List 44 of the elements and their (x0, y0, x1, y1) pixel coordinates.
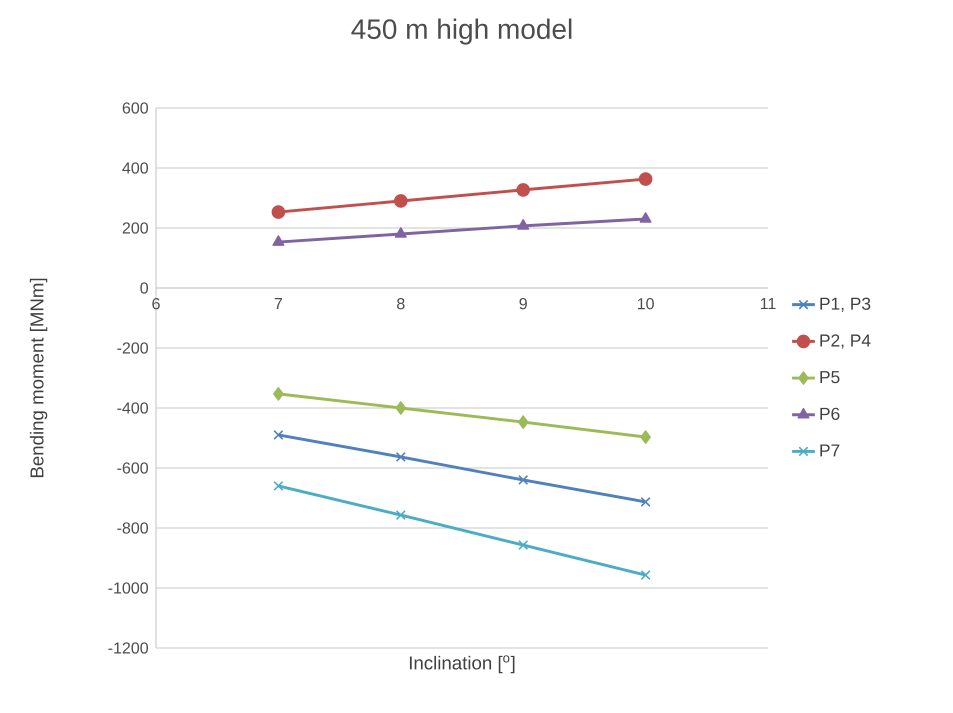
y-tick-label: -400 (117, 402, 148, 414)
legend-label: P5 (820, 371, 840, 384)
point (396, 401, 406, 415)
point (273, 480, 284, 492)
point (518, 474, 528, 486)
x-tick-label: 7 (274, 298, 282, 310)
legend-label: P6 (820, 408, 840, 420)
y-tick-label: -1000 (108, 582, 148, 594)
point (640, 570, 651, 580)
y-tick-label: -600 (117, 462, 148, 474)
x-tick-label: 6 (152, 298, 160, 310)
point (640, 430, 651, 444)
y-tick-label: 0 (140, 282, 148, 294)
y-tick-label: -200 (117, 342, 148, 354)
point (273, 430, 284, 440)
x-axis-title: Inclination [$^{o}$] (410, 655, 514, 674)
point (273, 387, 284, 401)
x-tick-label: 10 (638, 298, 654, 310)
point (272, 205, 286, 219)
point (396, 510, 406, 520)
y-tick-label: -800 (117, 522, 148, 534)
legend-label: P7 (820, 444, 840, 456)
y-tick-label: -1200 (108, 642, 148, 654)
point (396, 452, 406, 462)
point (394, 227, 407, 238)
x-tick-label: 8 (397, 298, 405, 310)
point (638, 172, 652, 186)
point (518, 540, 528, 550)
point (272, 235, 284, 246)
chart-title: 450 m high model (351, 18, 572, 45)
legend-label: P2, P4 (820, 334, 871, 349)
point (517, 219, 530, 230)
y-tick-label: 600 (122, 102, 148, 114)
point (640, 212, 652, 223)
x-tick-label: 11 (760, 298, 776, 310)
y-axis-title: Bending moment [MNm] (30, 278, 48, 478)
x-tick-label: 9 (520, 298, 527, 310)
point (518, 415, 529, 429)
point (516, 183, 530, 197)
point (394, 194, 408, 208)
legend-label: P1, P3 (820, 298, 870, 312)
point (640, 496, 651, 507)
y-tick-label: 200 (122, 222, 148, 234)
y-tick-label: 400 (122, 162, 148, 174)
